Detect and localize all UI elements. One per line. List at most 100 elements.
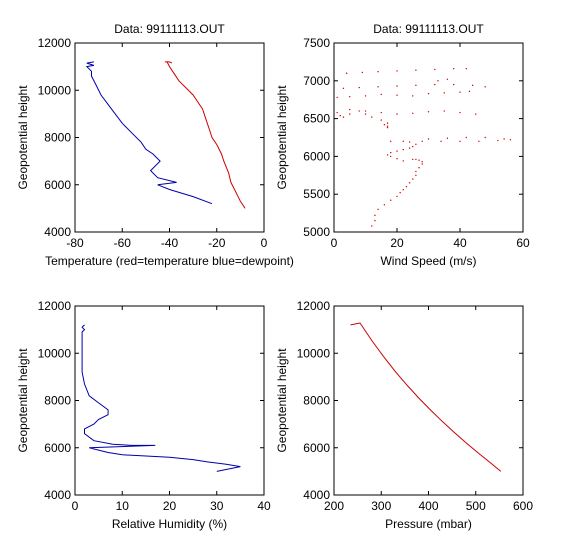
data-point	[396, 113, 398, 115]
data-point	[380, 119, 382, 121]
data-point	[342, 116, 345, 118]
y-tick-label: 6000	[303, 441, 330, 455]
data-point	[345, 72, 348, 74]
data-point	[434, 83, 436, 86]
x-tick-label: -60	[114, 236, 132, 250]
x-tick-label: 20	[390, 236, 404, 250]
y-axis-label: Geopotential height	[16, 85, 30, 190]
data-point	[402, 188, 404, 191]
wind-speed-panel: 0 20 40 60 5000 5500 6000 6500 7000 7500 Data: 991…	[275, 22, 530, 268]
data-point	[412, 158, 414, 161]
data-point	[434, 68, 436, 71]
series-line	[350, 322, 502, 472]
data-point	[396, 195, 398, 198]
y-axis-label: Geopotential height	[275, 348, 289, 453]
data-point	[396, 157, 398, 160]
data-point	[408, 182, 411, 184]
x-tick-label: 40	[453, 236, 467, 250]
y-tick-label: 5500	[303, 187, 330, 201]
data-point	[383, 123, 386, 126]
y-axis-label: Geopotential height	[275, 85, 289, 190]
data-point	[412, 112, 414, 115]
data-point	[446, 137, 449, 139]
data-point	[402, 160, 404, 162]
data-point	[358, 86, 360, 89]
data-point	[453, 83, 455, 86]
y-tick-label: 8000	[44, 131, 71, 145]
data-point	[390, 140, 392, 142]
y-tick-label: 10000	[38, 346, 72, 360]
data-point	[509, 139, 512, 141]
y-tick-label: 6500	[303, 112, 330, 126]
data-point	[427, 92, 430, 95]
y-tick-label: 6000	[303, 149, 330, 163]
y-tick-label: 12000	[38, 299, 72, 313]
series-line	[85, 61, 213, 205]
data-point	[503, 138, 505, 140]
data-point	[383, 204, 386, 206]
data-point	[427, 138, 430, 140]
x-tick-label: 40	[257, 499, 271, 513]
data-point	[465, 68, 467, 70]
x-tick-label: 600	[513, 499, 533, 513]
data-point	[415, 170, 417, 173]
x-tick-label: 30	[210, 499, 224, 513]
data-point	[377, 86, 379, 88]
x-axis-label: Relative Humidity (%)	[112, 517, 227, 531]
y-tick-label: 6000	[44, 441, 71, 455]
data-point	[371, 116, 373, 118]
y-tick-label: 5000	[303, 225, 330, 239]
x-tick-label: 60	[516, 236, 530, 250]
x-tick-label: 0	[72, 499, 79, 513]
data-point	[377, 208, 379, 211]
data-point	[386, 126, 389, 129]
plot-frame	[74, 42, 265, 233]
data-point	[386, 125, 389, 127]
x-tick-label: 400	[418, 499, 438, 513]
chart-title: Data: 99111113.OUT	[373, 22, 484, 36]
data-point	[364, 110, 367, 112]
data-point	[475, 113, 477, 115]
data-point	[374, 214, 376, 217]
data-point	[380, 111, 382, 114]
pressure-panel: 200 300 400 500 600 4000 6000 8000 10000 12000 Pre…	[275, 299, 533, 531]
data-point	[396, 85, 398, 87]
data-point	[390, 151, 392, 154]
data-point	[459, 111, 461, 114]
y-tick-label: 12000	[38, 36, 72, 50]
data-point	[336, 96, 338, 99]
plot-frame	[74, 305, 265, 496]
y-tick-label: 7000	[303, 74, 330, 88]
series-line	[81, 324, 241, 472]
data-point	[358, 110, 360, 112]
data-point	[418, 167, 420, 169]
data-point	[446, 78, 449, 80]
data-point	[371, 231, 373, 233]
y-tick-label: 8000	[303, 394, 330, 408]
humidity-panel: 0 10 20 30 40 4000 6000 8000 10000 12000 Relative …	[16, 299, 271, 531]
x-tick-label: 500	[466, 499, 486, 513]
data-point	[421, 140, 423, 142]
x-tick-label: -40	[161, 236, 179, 250]
data-point	[399, 191, 401, 194]
y-tick-label: 12000	[297, 299, 331, 313]
data-point	[421, 163, 423, 165]
data-point	[349, 95, 351, 98]
plot-frame	[333, 42, 524, 233]
y-tick-label: 4000	[44, 488, 71, 502]
data-point	[412, 145, 414, 148]
data-point	[336, 111, 338, 114]
data-point	[421, 160, 423, 163]
data-point	[364, 95, 367, 97]
x-tick-label: -20	[208, 236, 226, 250]
data-point	[484, 86, 486, 88]
data-point	[342, 87, 345, 90]
data-point	[396, 70, 398, 72]
data-point	[374, 219, 376, 222]
y-tick-label: 4000	[303, 488, 330, 502]
data-point	[415, 69, 417, 71]
y-tick-label: 10000	[38, 83, 72, 97]
data-point	[402, 148, 404, 151]
data-point	[415, 174, 417, 176]
